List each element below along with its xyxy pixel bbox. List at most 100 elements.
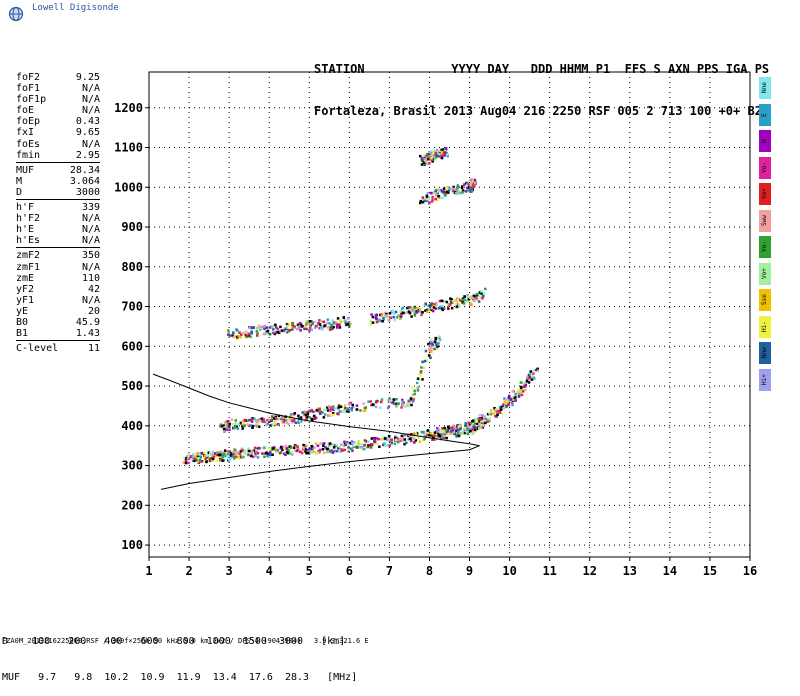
echo-point	[526, 376, 529, 379]
echo-point	[347, 448, 350, 451]
echo-point	[304, 444, 307, 448]
echo-point	[402, 311, 405, 314]
echo-point	[297, 450, 300, 453]
echo-point	[384, 314, 388, 317]
echo-point	[250, 450, 254, 453]
echo-point	[441, 308, 445, 312]
echo-point	[204, 457, 207, 461]
echo-point	[500, 411, 503, 415]
echo-point	[223, 425, 226, 429]
echo-point	[447, 188, 451, 192]
echo-point	[408, 434, 412, 437]
echo-point	[337, 324, 340, 327]
param-value: 28.34	[69, 164, 100, 176]
echo-point	[518, 393, 521, 396]
echo-point	[432, 306, 436, 309]
echo-point	[221, 459, 224, 462]
param-row: foE N/A	[16, 105, 100, 116]
echo-point	[367, 400, 370, 403]
echo-point	[263, 420, 266, 424]
legend-swatch-label: Nnw	[761, 347, 768, 359]
echo-point	[274, 417, 278, 420]
y-tick-label: 1000	[114, 180, 143, 194]
echo-point	[513, 396, 517, 399]
echo-point	[494, 414, 497, 418]
echo-point	[283, 447, 286, 450]
echo-point	[248, 332, 251, 336]
echo-point	[502, 403, 505, 406]
echo-point	[372, 437, 376, 440]
echo-point	[306, 411, 309, 414]
echo-point	[475, 296, 478, 300]
echo-point	[343, 407, 347, 410]
echo-point	[315, 409, 319, 412]
echo-point	[438, 196, 441, 199]
x-tick-label: 12	[583, 564, 597, 578]
echo-point	[481, 297, 484, 300]
echo-point	[227, 424, 230, 428]
echo-point	[357, 440, 360, 443]
echo-point	[337, 406, 341, 409]
echo-point	[320, 326, 323, 330]
echo-point	[307, 323, 310, 326]
echo-point	[413, 437, 416, 440]
echo-point	[428, 201, 431, 204]
echo-point	[313, 414, 316, 418]
echo-point	[268, 455, 271, 458]
echo-point	[301, 324, 304, 328]
echo-point	[445, 147, 448, 150]
echo-point	[409, 397, 413, 400]
echo-point	[329, 407, 333, 410]
echo-point	[240, 422, 243, 425]
echo-point	[351, 403, 354, 407]
plot-frame	[148, 71, 751, 558]
echo-point	[281, 448, 284, 452]
echo-point	[291, 324, 294, 327]
echo-point	[519, 389, 522, 393]
echo-point	[433, 303, 436, 306]
echo-point	[370, 437, 374, 440]
x-tick-label: 5	[306, 564, 313, 578]
echo-point	[234, 419, 237, 422]
echo-point	[471, 432, 474, 436]
echo-point	[256, 456, 260, 459]
echo-point	[212, 454, 215, 457]
echo-point	[318, 407, 321, 410]
echo-point	[520, 381, 523, 384]
echo-point	[422, 431, 425, 434]
echo-point	[251, 426, 254, 429]
echo-point	[314, 442, 318, 445]
y-tick-label: 300	[121, 459, 143, 473]
echo-point	[461, 190, 464, 194]
echo-point	[321, 409, 325, 413]
echo-point	[316, 407, 319, 411]
echo-point	[279, 325, 282, 329]
echo-point	[522, 382, 526, 385]
echo-point	[527, 381, 531, 384]
echo-point	[250, 331, 253, 335]
echo-point	[347, 443, 350, 446]
echo-point	[309, 328, 312, 331]
echo-point	[302, 447, 305, 450]
x-tick-label: 3	[226, 564, 233, 578]
echo-point	[426, 308, 429, 311]
legend-swatch: Hi-	[759, 315, 771, 338]
echo-point	[403, 434, 406, 437]
echo-point	[227, 458, 231, 461]
echo-point	[303, 327, 306, 331]
echo-point	[286, 451, 290, 455]
echo-point	[436, 199, 439, 202]
param-value: 3.064	[69, 175, 100, 187]
echo-point	[332, 446, 336, 449]
echo-point	[454, 189, 457, 193]
x-tick-label: 11	[542, 564, 556, 578]
echo-point	[440, 156, 444, 160]
echo-point	[434, 336, 438, 340]
echo-point	[350, 409, 354, 412]
echo-point	[257, 324, 261, 328]
echo-point	[426, 198, 429, 201]
echo-point	[488, 417, 492, 420]
echo-point	[427, 155, 430, 159]
echo-point	[307, 449, 311, 453]
echo-point	[296, 445, 299, 448]
